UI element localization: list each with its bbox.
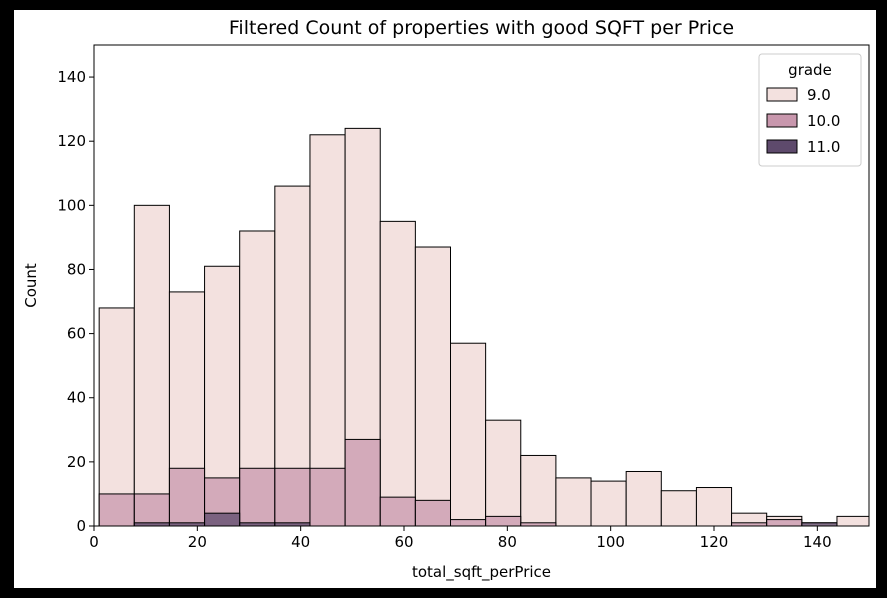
bar-grade-10-0-bin-10: [450, 519, 487, 526]
bar-grade-9-0-bin-17: [695, 487, 733, 526]
bar-grade-9-0-bin-13: [555, 477, 592, 526]
x-axis-ticks: 0 20 40 60 80 100 120 140: [89, 526, 832, 551]
legend: grade 9.0 10.0 11.0: [758, 53, 862, 167]
legend-label-11-0: 11.0: [807, 138, 840, 156]
bar-grade-10-0-bin-8: [379, 496, 416, 526]
chart-title: Filtered Count of properties with good S…: [229, 17, 734, 39]
bar-grade-9-0-bin-8: [379, 220, 416, 526]
bar-grade-10-0-bin-9: [414, 499, 452, 526]
bar-grade-10-0-bin-6: [309, 467, 346, 526]
y-tick-label: 0: [76, 517, 86, 535]
bar-grade-10-0-bin-5: [274, 467, 311, 526]
legend-swatch-9-0: [766, 87, 798, 102]
legend-title: grade: [788, 61, 832, 79]
x-tick-label: 80: [498, 533, 517, 551]
bar-grade-9-0-bin-14: [590, 480, 627, 526]
x-tick-label: 40: [291, 533, 310, 551]
y-axis-ticks: 0 20 40 60 80 100 120 140: [57, 68, 94, 535]
bar-grade-9-0-bin-9: [414, 246, 452, 526]
bar-grade-9-0-bin-21: [836, 515, 869, 526]
x-tick-label: 120: [700, 533, 729, 551]
x-tick-label: 60: [394, 533, 413, 551]
x-tick-label: 0: [89, 533, 99, 551]
x-axis-label: total_sqft_perPrice: [412, 563, 551, 582]
histogram-chart: 0 20 40 60 80 100 120 140 0 20 40 60 80 100 120 140 Fi…: [22, 17, 870, 582]
bar-grade-10-0-bin-19: [766, 519, 803, 526]
bar-grade-9-0-bin-16: [660, 490, 697, 526]
legend-box: [758, 53, 862, 167]
y-tick-label: 40: [67, 389, 86, 407]
bar-grade-10-0-bin-0: [98, 493, 135, 526]
bar-grade-10-0-bin-11: [485, 515, 522, 526]
bar-grade-9-0-bin-6: [309, 134, 346, 526]
y-tick-label: 120: [57, 132, 86, 150]
bar-grade-9-0-bin-1: [133, 204, 170, 526]
legend-swatch-10-0: [766, 113, 798, 128]
bars-group: [98, 127, 869, 526]
y-tick-label: 60: [67, 325, 86, 343]
chart-canvas: 0 20 40 60 80 100 120 140 0 20 40 60 80 100 120 140 Fi…: [14, 10, 876, 588]
legend-label-9-0: 9.0: [807, 86, 831, 104]
plot-frame: [93, 44, 870, 527]
x-tick-label: 140: [803, 533, 832, 551]
bar-grade-9-0-bin-15: [625, 470, 662, 526]
legend-swatch-11-0: [766, 139, 798, 154]
legend-label-10-0: 10.0: [807, 112, 840, 130]
bar-grade-9-0-bin-10: [450, 342, 487, 526]
bar-grade-9-0-bin-0: [98, 307, 135, 526]
bar-grade-10-0-bin-1: [133, 493, 170, 526]
y-tick-label: 80: [67, 260, 86, 278]
legend-items: 9.0 10.0 11.0: [766, 86, 840, 156]
bar-grade-11-0-bin-3: [204, 512, 241, 526]
bar-grade-11-0-bin-20: [801, 522, 838, 526]
bar-grade-10-0-bin-4: [239, 467, 276, 526]
x-tick-label: 100: [596, 533, 625, 551]
bar-grade-10-0-bin-2: [168, 467, 206, 526]
y-tick-label: 20: [67, 453, 86, 471]
bar-grade-9-0-bin-12: [520, 454, 557, 526]
bar-grade-10-0-bin-12: [520, 522, 557, 526]
bar-grade-11-0-bin-5: [274, 522, 311, 526]
y-tick-label: 100: [57, 196, 86, 214]
y-tick-label: 140: [57, 68, 86, 86]
bar-grade-10-0-bin-7: [344, 438, 381, 526]
y-axis-label: Count: [22, 263, 40, 308]
bar-grade-9-0-bin-11: [485, 419, 522, 526]
x-tick-label: 20: [188, 533, 207, 551]
